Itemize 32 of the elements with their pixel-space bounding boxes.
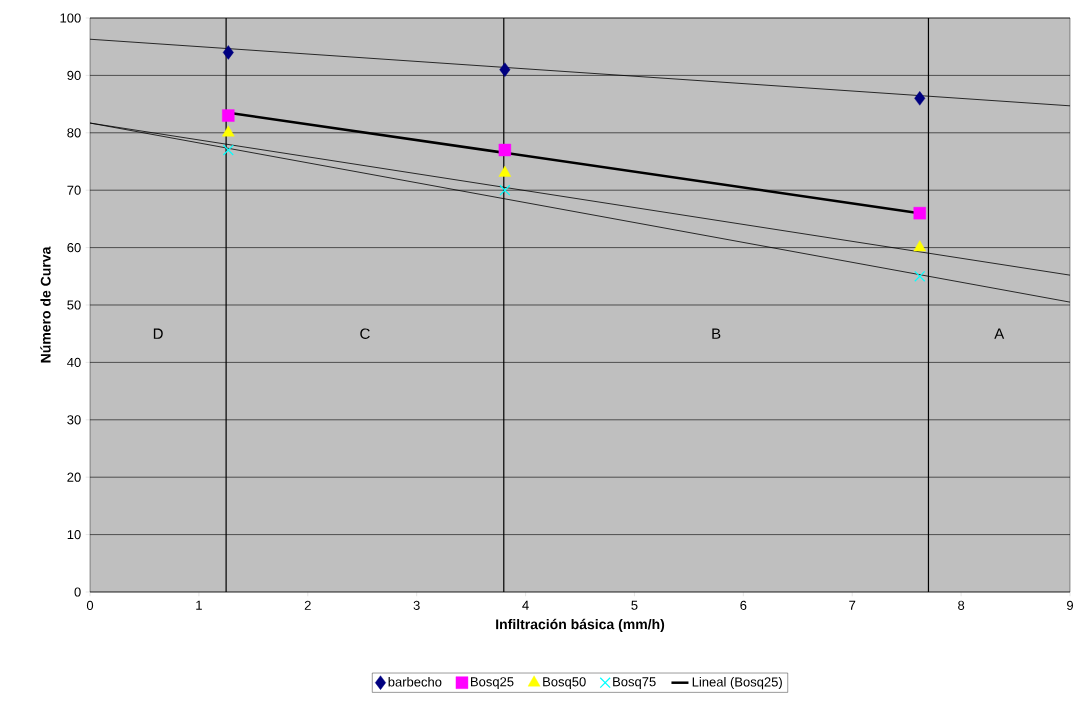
- legend-label: Bosq25: [471, 677, 514, 689]
- y-tick-label: 100: [60, 13, 81, 23]
- x-tick-label: 8: [958, 600, 965, 610]
- x-tick-label: 7: [849, 600, 856, 610]
- y-tick-label: 20: [67, 472, 81, 482]
- legend-label: barbecho: [388, 677, 442, 687]
- y-tick-label: 10: [67, 529, 81, 540]
- y-tick-label: 40: [67, 357, 81, 367]
- x-tick-label: 0: [86, 600, 94, 610]
- legend-label: Bosq75: [613, 677, 656, 689]
- y-tick-label: 90: [67, 70, 81, 80]
- x-tick-label: 1: [196, 600, 202, 610]
- y-axis-title: Número de Curva: [40, 246, 51, 363]
- x-axis-title: Infiltración básica (mm/h): [496, 618, 665, 633]
- y-tick-label: 80: [67, 128, 81, 138]
- annotation: B: [712, 328, 721, 339]
- annotation: C: [360, 328, 370, 339]
- annotation: A: [994, 328, 1005, 339]
- x-tick-label: 4: [522, 600, 529, 610]
- y-tick-label: 0: [74, 587, 81, 597]
- x-tick-label: 5: [631, 600, 638, 610]
- x-tick-label: 9: [1067, 600, 1074, 610]
- legend-label: Lineal (Bosq25): [692, 677, 782, 690]
- y-tick-label: 30: [67, 415, 81, 425]
- annotation: D: [153, 328, 163, 339]
- x-tick-label: 3: [413, 600, 420, 610]
- legend-label: Bosq50: [543, 677, 586, 689]
- x-tick-label: 6: [740, 600, 747, 610]
- y-tick-label: 50: [67, 300, 81, 310]
- y-tick-label: 60: [67, 242, 81, 253]
- x-tick-label: 2: [304, 600, 311, 610]
- y-tick-label: 70: [67, 185, 81, 195]
